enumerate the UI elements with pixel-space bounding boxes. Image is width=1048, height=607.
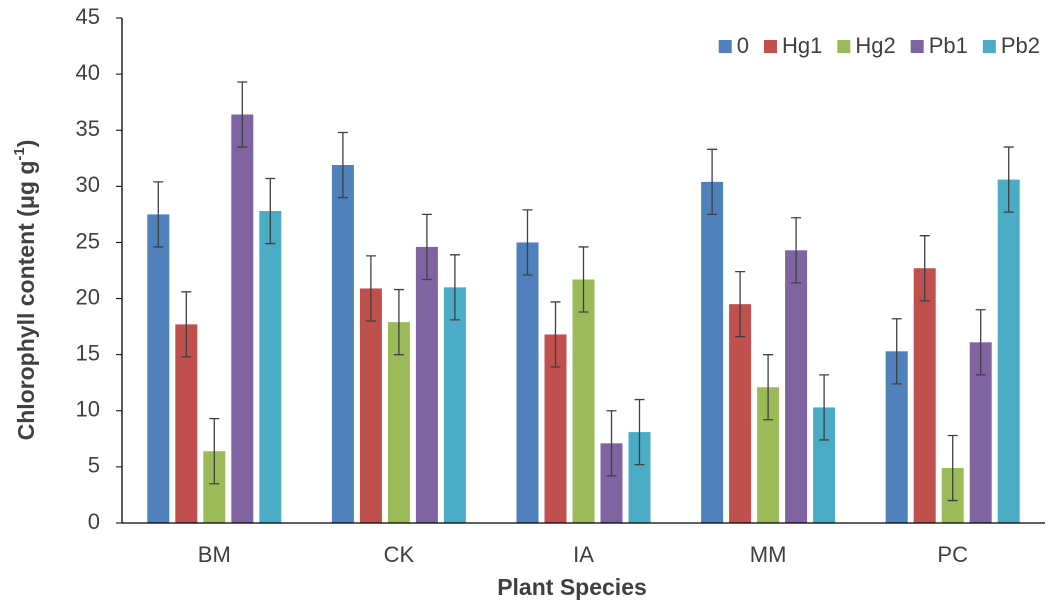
legend-swatch (763, 40, 777, 53)
bar (415, 246, 438, 523)
bar (885, 351, 908, 523)
error-bar (707, 148, 718, 216)
bar (387, 322, 410, 523)
y-tick-label: 0 (88, 509, 100, 534)
error-bar (634, 398, 645, 466)
error-bar (265, 177, 276, 245)
x-tick-label: IA (573, 542, 594, 567)
y-tick-label: 30 (76, 172, 100, 197)
x-tick-label: BM (198, 542, 231, 567)
y-axis-title-main: Chlorophyll content (μg g (13, 161, 39, 441)
bar (913, 268, 936, 523)
x-axis-title: Plant Species (497, 574, 647, 600)
legend-swatch (982, 40, 996, 53)
y-axis-title-end: ) (13, 140, 39, 148)
bar (544, 334, 567, 523)
bar (359, 288, 382, 523)
x-tick-label: PC (937, 542, 968, 567)
y-tick-label: 10 (76, 397, 100, 422)
error-bar (522, 209, 533, 276)
y-tick-label: 20 (76, 284, 100, 309)
bar (331, 165, 354, 523)
bar (231, 114, 254, 523)
bar (757, 387, 780, 523)
x-tick-label: CK (384, 542, 415, 567)
y-tick-label: 25 (76, 228, 100, 253)
error-bar (181, 291, 192, 358)
legend-label: Pb2 (1001, 33, 1040, 58)
bar (628, 432, 651, 523)
y-tick-label: 40 (76, 60, 100, 85)
bar (516, 242, 539, 523)
y-tick-label: 5 (88, 453, 100, 478)
error-bar (578, 246, 589, 313)
bar (997, 179, 1020, 523)
y-tick-label: 15 (76, 340, 100, 365)
error-bar (919, 235, 930, 302)
y-tick-label: 45 (76, 4, 100, 29)
bar (147, 214, 170, 523)
legend-swatch (910, 40, 924, 53)
legend-label: Hg2 (855, 33, 895, 58)
bar (729, 304, 752, 523)
bar (600, 443, 623, 523)
bar (969, 342, 992, 523)
bar (701, 181, 724, 523)
error-bar (975, 309, 986, 376)
error-bar (819, 374, 830, 441)
error-bar (209, 417, 220, 485)
error-bar (237, 81, 248, 148)
bar (785, 250, 808, 524)
error-bar (791, 217, 802, 284)
error-bar (337, 131, 348, 199)
y-tick-label: 35 (76, 116, 100, 141)
legend-swatch (837, 40, 851, 53)
y-axis-title-sup: -1 (11, 147, 28, 160)
error-bar (421, 213, 432, 281)
bar (259, 211, 282, 523)
error-bar (947, 434, 958, 502)
legend-label: Pb1 (929, 33, 968, 58)
error-bar (735, 270, 746, 338)
bar (813, 407, 836, 523)
x-tick-label: MM (750, 542, 787, 567)
error-bar (891, 318, 902, 385)
legend-label: 0 (737, 33, 749, 58)
bar (572, 279, 595, 523)
legend-swatch (718, 40, 732, 53)
error-bar (1003, 146, 1014, 213)
legend-label: Hg1 (782, 33, 822, 58)
error-bar (393, 288, 404, 356)
bar (175, 324, 198, 523)
error-bar (606, 410, 617, 477)
error-bar (365, 255, 376, 322)
bar (443, 287, 466, 523)
y-axis-title: Chlorophyll content (μg g-1) (11, 140, 39, 441)
error-bar (763, 354, 774, 421)
error-bar (153, 181, 164, 248)
error-bar (550, 301, 561, 368)
error-bar (449, 254, 460, 321)
bar (203, 451, 226, 523)
